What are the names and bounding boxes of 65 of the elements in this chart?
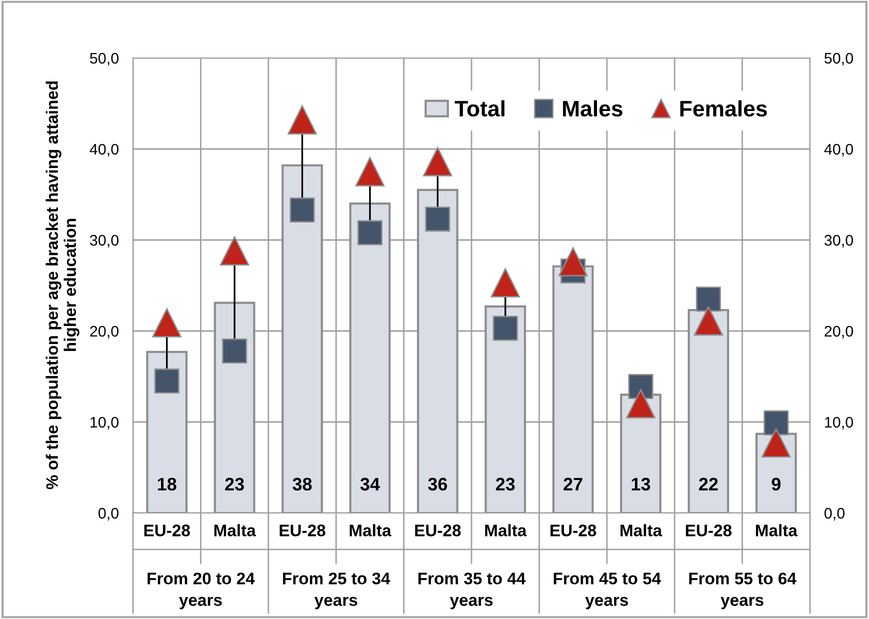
point <box>220 236 250 266</box>
text: From 20 to 24 years <box>148 572 255 610</box>
y-tick-label: 10,0 <box>90 416 119 430</box>
point <box>762 428 791 458</box>
y-tick-label: 30,0 <box>90 234 119 248</box>
data-label: 34 <box>360 478 380 491</box>
y-tick-label: 20,0 <box>90 326 119 338</box>
x-tick-label: Malta <box>214 524 256 536</box>
y2-tick-label: 10,0 <box>825 416 854 430</box>
y-tick-label: 50,0 <box>90 52 119 66</box>
bar <box>416 188 458 513</box>
point <box>626 389 656 418</box>
x-tick-label: EU-28 <box>280 524 326 536</box>
legend-label: Males <box>563 100 622 117</box>
point <box>423 147 452 176</box>
data-label: 18 <box>158 478 176 491</box>
legend-label: Total <box>454 100 504 117</box>
y-axis-title: % of the population per age bracket having attained higher education <box>46 81 80 490</box>
y2-tick-label: 50,0 <box>824 52 854 66</box>
text: From 25 to 34 years <box>283 572 390 610</box>
legend-label: Females <box>680 100 767 117</box>
point <box>628 374 654 400</box>
point <box>154 368 180 394</box>
data-label: 13 <box>632 478 650 491</box>
y2-tick-label: 0,0 <box>824 508 845 520</box>
data-label: 23 <box>496 478 515 491</box>
text: From 45 to 54 years <box>554 572 661 610</box>
data-label: 27 <box>564 478 582 490</box>
x-tick-label: Malta <box>350 524 392 536</box>
data-label: 36 <box>428 478 448 491</box>
y-tick-label: 0,0 <box>98 508 119 520</box>
x-tick-label: Malta <box>756 524 798 536</box>
x-tick-label: Malta <box>485 524 527 536</box>
data-label: 22 <box>699 478 718 490</box>
point <box>355 157 385 186</box>
bar <box>484 305 526 513</box>
text: From 35 to 44 years <box>418 572 526 610</box>
x-tick-label: EU-28 <box>144 524 190 536</box>
data-label: 23 <box>225 478 244 491</box>
x-tick-label: EU-28 <box>550 524 596 536</box>
point <box>152 308 182 338</box>
point <box>558 247 588 276</box>
text: From 55 to 64 years <box>689 572 796 610</box>
point <box>694 306 724 336</box>
point <box>357 220 382 246</box>
point <box>764 410 789 436</box>
point <box>492 316 518 341</box>
bar <box>282 164 323 513</box>
point <box>288 105 317 134</box>
point <box>290 197 315 222</box>
x-tick-label: EU-28 <box>686 524 732 536</box>
data-label: 9 <box>772 478 780 491</box>
point <box>222 338 248 364</box>
y2-tick-label: 40,0 <box>824 144 854 156</box>
y-tick-label: 40,0 <box>90 144 119 156</box>
point <box>490 268 520 298</box>
y2-tick-label: 20,0 <box>824 326 854 338</box>
y2-tick-label: 30,0 <box>824 234 854 248</box>
bar <box>214 302 256 513</box>
data-label: 38 <box>292 478 312 491</box>
point <box>696 286 721 312</box>
point <box>425 206 450 232</box>
x-tick-label: Malta <box>620 524 662 536</box>
x-tick-label: EU-28 <box>415 524 461 536</box>
bar <box>349 202 391 513</box>
